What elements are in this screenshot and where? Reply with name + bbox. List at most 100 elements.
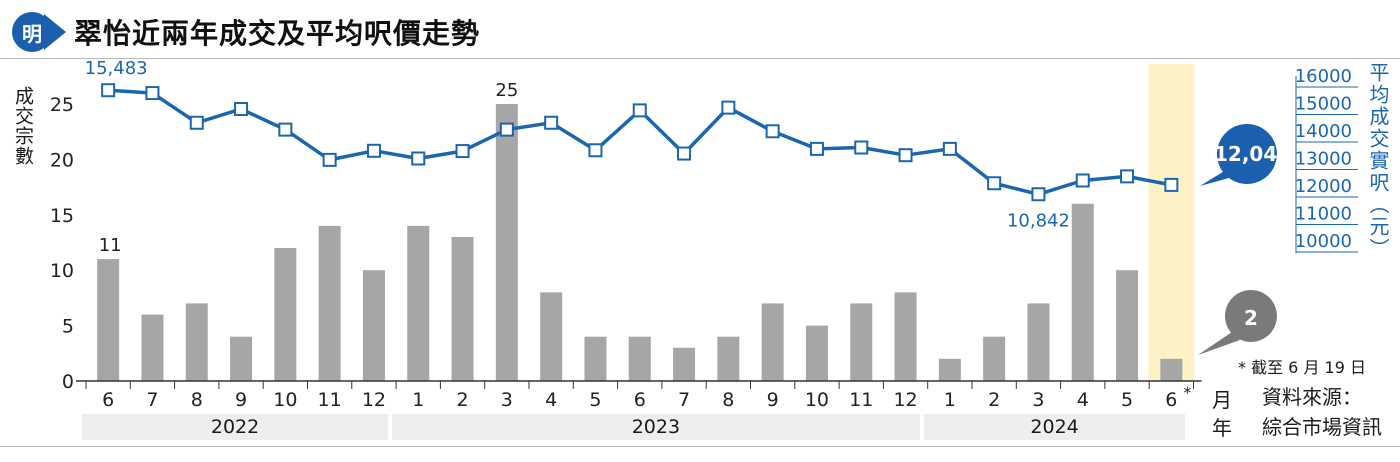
y-right-tick-label: 11000 [1295,204,1352,225]
y-axis-right-label: 平均成交實呎（元） [1366,62,1390,260]
bar [673,347,696,381]
bar [185,303,208,381]
x-month-label: 10 [273,389,297,411]
y-right-tick-label: 13000 [1295,149,1352,170]
latest-count-callout: 2 [1244,306,1258,330]
bar [230,336,253,381]
y-left-tick-label: 10 [50,260,74,282]
year-band-label: 2023 [392,414,920,440]
y-right-tick-label: 12000 [1295,176,1352,197]
year-band-label: 2024 [923,414,1186,440]
x-month-label: 1 [944,389,956,411]
count-callout-tail [1198,332,1240,355]
bar [805,325,828,381]
price-point [765,124,780,139]
y-left-tick-label: 15 [50,205,74,227]
count-callout-bubble [1224,290,1277,342]
x-month-label: 6 [102,389,114,411]
x-month-label: 11 [849,389,873,411]
y-axis-left-label: 成交宗數 [12,86,34,166]
bar [407,225,430,381]
latest-price-callout: 12,040 [1214,142,1292,166]
y-left-tick-label: 0 [62,371,74,393]
bar [318,225,341,381]
bar [761,303,784,381]
x-month-label: 9 [235,389,247,411]
price-point [366,143,381,158]
bar [141,314,164,381]
x-month-label: 9 [767,389,779,411]
x-month-label: 7 [678,389,690,411]
price-point [1031,187,1046,202]
price-point [898,148,913,163]
logo-pointer-icon [44,14,66,50]
price-point [234,102,249,116]
bar-data-label: 11 [99,235,122,256]
price-point [455,144,470,159]
bar [717,336,740,381]
y-right-tick-label: 14000 [1295,121,1352,142]
price-callout-tail [1200,170,1236,186]
price-point [588,143,603,158]
price-point [145,86,160,101]
x-month-label: 10 [805,389,829,411]
x-month-label: 3 [501,389,513,411]
y-right-tick-label: 10000 [1295,231,1352,252]
x-month-label: 6 [634,389,646,411]
bar [584,336,607,381]
bar [938,358,961,381]
bar [1027,303,1050,381]
price-point [1075,173,1090,188]
source-line-1: 資料來源： [1262,385,1362,409]
month-unit-label: 月 [1212,388,1232,412]
x-month-label: 6 [1165,389,1177,411]
y-left-tick-label: 20 [50,149,74,171]
y-right-tick-label: 15000 [1295,94,1352,115]
price-point [809,141,824,156]
price-point [721,100,736,115]
bar [1160,358,1183,381]
y-left-tick-label: 5 [62,316,74,338]
bar [451,236,474,381]
x-month-asterisk: * [1183,383,1191,402]
x-month-label: 5 [1121,389,1133,411]
price-point [632,103,647,118]
price-point [677,146,692,161]
source-line-2: 綜合市場資訊 [1262,415,1382,439]
x-month-label: 4 [545,389,557,411]
price-point [942,141,957,156]
price-point [278,122,293,137]
price-point [854,140,869,155]
price-point [411,151,426,166]
bar [628,336,651,381]
price-point [544,115,559,130]
chart-title: 翠怡近兩年成交及平均呎價走勢 [74,17,481,50]
x-month-label: 12 [362,389,386,411]
bar [983,336,1006,381]
x-month-label: 7 [146,389,158,411]
price-point [101,83,116,98]
year-band-label: 2022 [82,414,389,440]
x-month-label: 8 [722,389,734,411]
bar [495,104,518,381]
cutoff-note: * 截至 6 月 19 日 [1238,358,1366,377]
price-point [987,176,1002,191]
x-month-label: 5 [589,389,601,411]
x-month-label: 4 [1077,389,1089,411]
y-right-tick-label: 16000 [1295,66,1352,87]
y-left-tick-label: 25 [50,94,74,116]
bar [97,259,120,381]
source-label: 資料來源： 綜合市場資訊 [1262,382,1382,442]
price-callout-bubble [1216,124,1277,184]
x-month-label: 2 [988,389,1000,411]
bottom-divider [0,446,1400,447]
bar [1071,203,1094,381]
top-divider [0,58,1400,59]
price-point [1164,177,1179,192]
bar [362,270,385,381]
price-point [1120,169,1135,184]
x-month-label: 3 [1032,389,1044,411]
price-point [189,115,204,130]
bar [540,292,563,381]
